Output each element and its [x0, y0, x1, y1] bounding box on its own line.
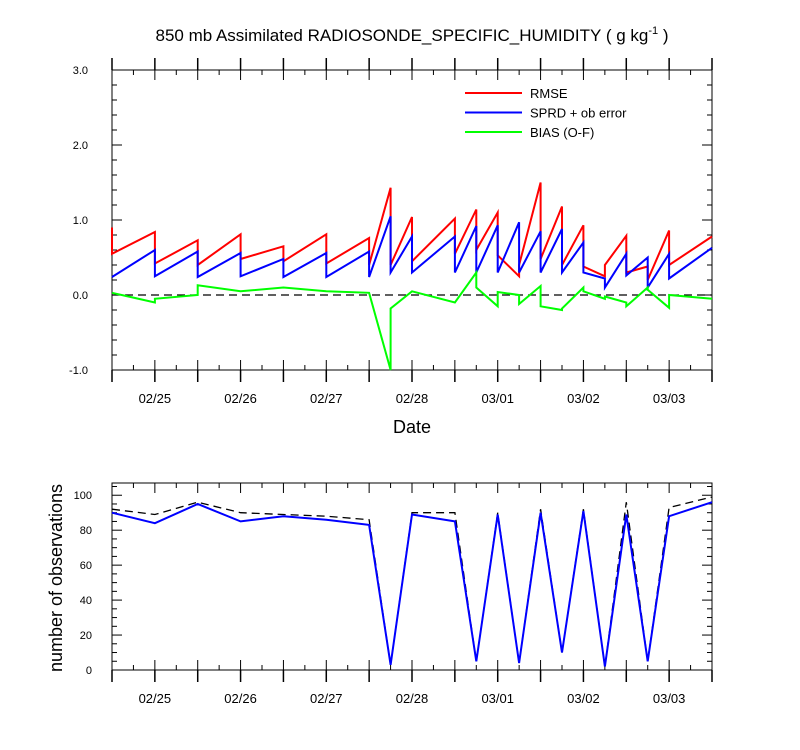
bottom-series	[111, 496, 713, 667]
bottom-plot-frame	[111, 482, 713, 671]
y-axis-title-observations: number of observations	[46, 484, 66, 672]
bottom-y-tick-label: 80	[80, 525, 92, 537]
legend-rmse-label: RMSE	[530, 86, 568, 101]
bottom-x-axis: 02/25 02/26 02/27 02/28 03/01 03/02 03/03	[111, 483, 713, 706]
bottom-y-axis: 0 20 40 60 80 100	[74, 485, 712, 677]
bottom-y-tick-label: 0	[86, 665, 92, 677]
chart-title-main: 850 mb Assimilated RADIOSONDE_SPECIFIC_H…	[155, 26, 601, 45]
bottom-x-tick-label: 03/01	[481, 691, 514, 706]
rmse-line	[111, 182, 713, 281]
top-y-tick-label: 1.0	[73, 215, 88, 227]
bottom-x-tick-label: 03/02	[567, 691, 600, 706]
top-x-tick-label: 03/02	[567, 391, 600, 406]
top-y-tick-label: 2.0	[73, 140, 88, 152]
legend-sprd-ob-error-label: SPRD + ob error	[530, 106, 627, 121]
top-x-axis: 02/25 02/26 02/27 02/28 03/01 03/02 03/03	[111, 58, 713, 406]
observations-total-line	[111, 496, 713, 667]
top-series	[111, 182, 713, 371]
top-y-tick-label: 3.0	[73, 65, 88, 77]
legend-bias-label: BIAS (O-F)	[530, 125, 594, 140]
sprd-ob-error-line	[111, 215, 713, 291]
bias-line	[111, 269, 713, 371]
x-axis-title: Date	[393, 417, 431, 437]
bottom-y-tick-label: 40	[80, 595, 92, 607]
top-y-tick-label: -1.0	[69, 365, 88, 377]
bottom-x-tick-label: 02/27	[310, 691, 343, 706]
bottom-x-tick-label: 02/25	[139, 691, 172, 706]
top-x-tick-label: 02/25	[139, 391, 172, 406]
bottom-y-tick-label: 20	[80, 630, 92, 642]
bottom-y-tick-label: 100	[74, 490, 92, 502]
bottom-y-tick-label: 60	[80, 560, 92, 572]
top-x-tick-label: 02/26	[224, 391, 257, 406]
bottom-x-tick-label: 02/28	[396, 691, 429, 706]
bottom-x-tick-label: 02/26	[224, 691, 257, 706]
top-x-tick-label: 03/01	[481, 391, 514, 406]
top-x-tick-label: 03/03	[653, 391, 686, 406]
chart-title: 850 mb Assimilated RADIOSONDE_SPECIFIC_H…	[155, 25, 668, 45]
top-x-tick-label: 02/27	[310, 391, 343, 406]
top-panel: -1.0 0.0 1.0 2.0 3.0 02/25 02/26 02/27 02/28 03/…	[69, 58, 713, 406]
bottom-x-tick-label: 03/03	[653, 691, 686, 706]
legend: RMSE SPRD + ob error BIAS (O-F)	[465, 86, 627, 140]
bottom-panel: 0 20 40 60 80 100 02/25 02/26 02/27 02/28 03/01 03…	[74, 482, 713, 706]
top-x-tick-label: 02/28	[396, 391, 429, 406]
chart-title-units-close: )	[658, 26, 668, 45]
chart-title-units-sup: -1	[648, 25, 658, 37]
chart-title-units: ( g kg	[606, 26, 649, 45]
observations-assimilated-line	[111, 501, 713, 667]
top-y-tick-label: 0.0	[73, 290, 88, 302]
